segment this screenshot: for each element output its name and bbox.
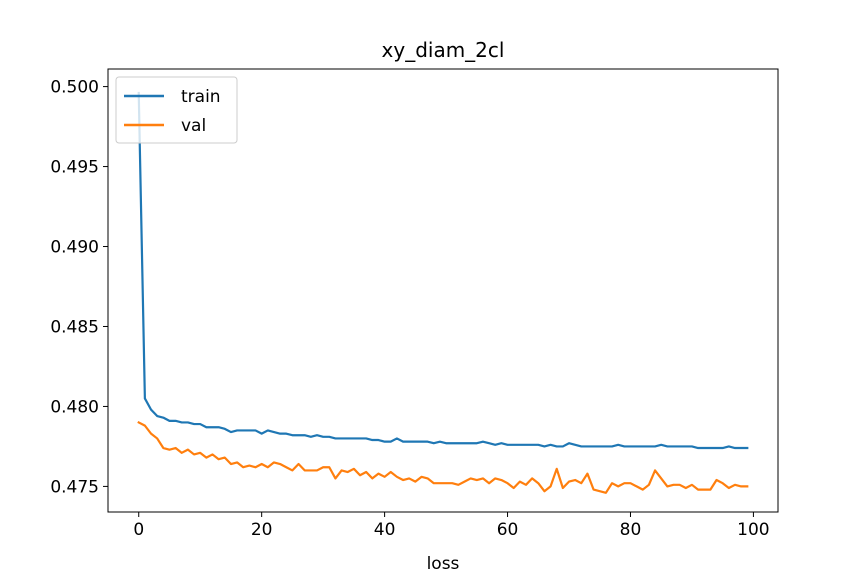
legend-label-val: val: [181, 116, 206, 136]
x-tick-label: 20: [251, 520, 273, 540]
y-tick-label: 0.490: [50, 238, 99, 258]
y-tick-label: 0.480: [50, 397, 99, 417]
x-tick-label: 40: [374, 520, 396, 540]
x-tick-label: 80: [620, 520, 642, 540]
series-group: [137, 91, 749, 494]
y-ticks-group: 0.475 0.480 0.485 0.490 0.495 0.500: [50, 78, 108, 497]
x-ticks-group: 0 20 40 60 80 100: [133, 512, 770, 540]
x-tick-label: 100: [737, 520, 769, 540]
x-axis-label: loss: [427, 554, 460, 574]
y-tick-label: 0.500: [50, 78, 99, 98]
legend-box: [115, 76, 238, 144]
legend: train val: [115, 76, 238, 144]
plot-frame: [107, 68, 779, 513]
series-line-val: [137, 420, 749, 494]
x-tick-label: 0: [133, 520, 144, 540]
x-tick-label: 60: [497, 520, 519, 540]
series-line-train: [137, 91, 749, 450]
chart-title: xy_diam_2cl: [382, 38, 505, 62]
y-tick-label: 0.475: [50, 477, 99, 497]
y-tick-label: 0.485: [50, 317, 99, 337]
y-tick-label: 0.495: [50, 158, 99, 178]
legend-label-train: train: [181, 87, 221, 107]
